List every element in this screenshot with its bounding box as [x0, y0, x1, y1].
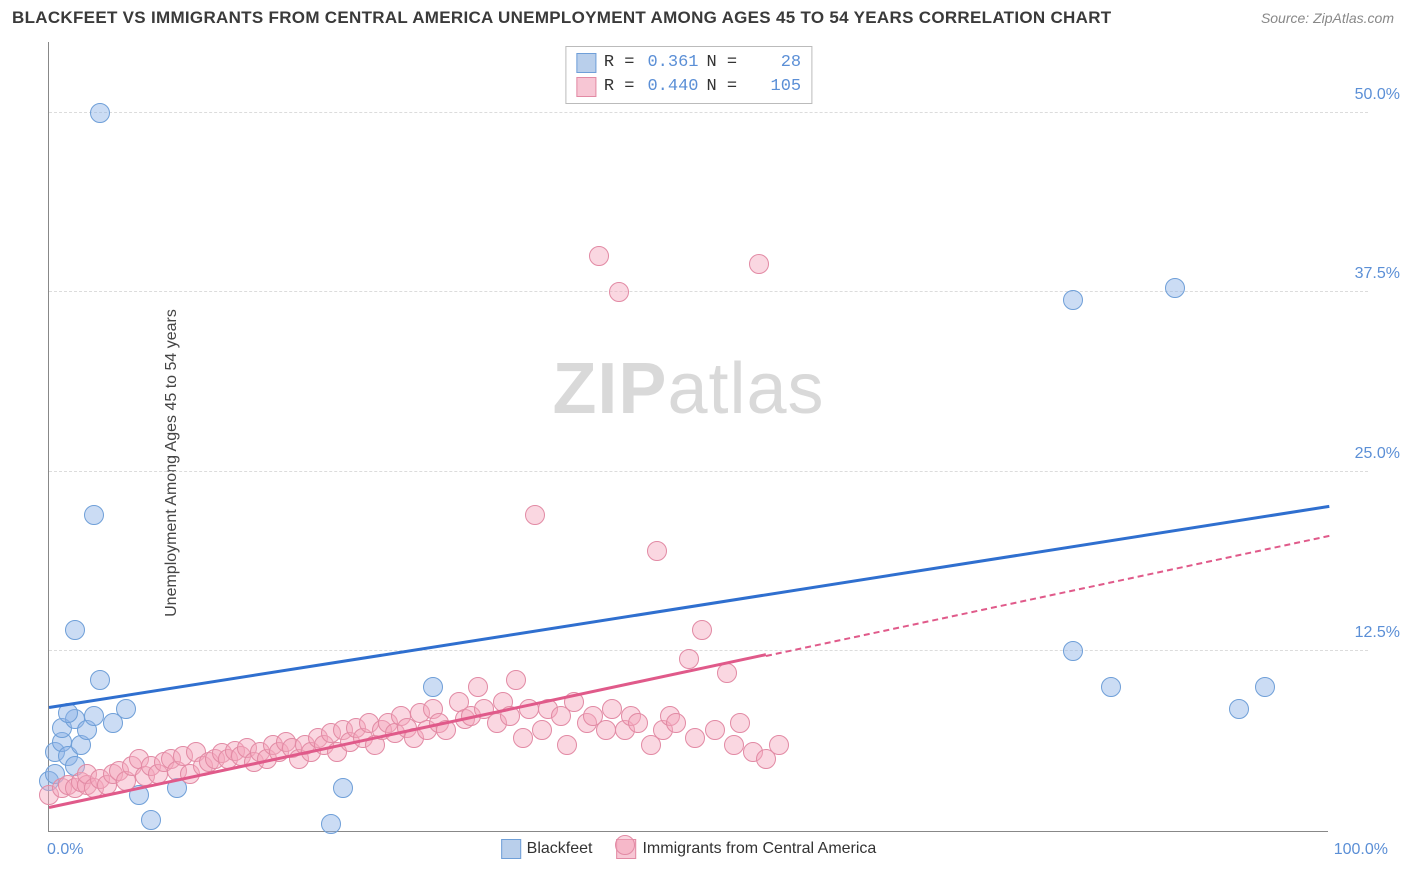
chart-title: BLACKFEET VS IMMIGRANTS FROM CENTRAL AME… — [12, 8, 1111, 28]
data-point-blackfeet — [423, 677, 443, 697]
data-point-cenam — [717, 663, 737, 683]
data-point-cenam — [769, 735, 789, 755]
watermark-atlas: atlas — [667, 349, 824, 429]
data-point-blackfeet — [321, 814, 341, 834]
data-point-blackfeet — [141, 810, 161, 830]
source-label: Source: ZipAtlas.com — [1261, 10, 1394, 26]
data-point-cenam — [666, 713, 686, 733]
data-point-cenam — [468, 677, 488, 697]
n-label: N = — [707, 51, 738, 75]
stats-row-blackfeet: R = 0.361 N = 28 — [576, 51, 801, 75]
watermark-zip: ZIP — [552, 349, 667, 429]
data-point-cenam — [589, 246, 609, 266]
swatch-cenam — [576, 77, 596, 97]
y-tick-label: 25.0% — [1355, 445, 1400, 463]
x-tick-min: 0.0% — [47, 841, 83, 859]
data-point-blackfeet — [90, 103, 110, 123]
trendline-cenam-extrapolated — [766, 535, 1330, 657]
data-point-blackfeet — [116, 699, 136, 719]
data-point-blackfeet — [1063, 641, 1083, 661]
bottom-legend: Blackfeet Immigrants from Central Americ… — [501, 839, 877, 859]
data-point-blackfeet — [1101, 677, 1121, 697]
legend-item-blackfeet: Blackfeet — [501, 839, 593, 859]
data-point-blackfeet — [1063, 290, 1083, 310]
watermark: ZIPatlas — [552, 348, 824, 430]
gridline — [49, 471, 1368, 472]
data-point-blackfeet — [1255, 677, 1275, 697]
stats-legend: R = 0.361 N = 28 R = 0.440 N = 105 — [565, 46, 812, 104]
data-point-cenam — [525, 505, 545, 525]
data-point-cenam — [602, 699, 622, 719]
x-tick-max: 100.0% — [1334, 841, 1388, 859]
r-value-blackfeet: 0.361 — [643, 51, 699, 75]
data-point-cenam — [557, 735, 577, 755]
header: BLACKFEET VS IMMIGRANTS FROM CENTRAL AME… — [12, 8, 1394, 28]
n-label: N = — [707, 75, 738, 99]
legend-label-blackfeet: Blackfeet — [527, 840, 593, 858]
data-point-cenam — [724, 735, 744, 755]
data-point-cenam — [692, 620, 712, 640]
r-label: R = — [604, 51, 635, 75]
data-point-cenam — [532, 720, 552, 740]
stats-row-cenam: R = 0.440 N = 105 — [576, 75, 801, 99]
data-point-cenam — [628, 713, 648, 733]
data-point-cenam — [615, 835, 635, 855]
y-tick-label: 12.5% — [1355, 624, 1400, 642]
trendline-blackfeet — [49, 505, 1329, 709]
gridline — [49, 112, 1368, 113]
data-point-blackfeet — [84, 505, 104, 525]
swatch-blackfeet — [576, 53, 596, 73]
plot-area: ZIPatlas R = 0.361 N = 28 R = 0.440 N = … — [48, 42, 1328, 832]
data-point-cenam — [596, 720, 616, 740]
data-point-cenam — [705, 720, 725, 740]
swatch-blackfeet — [501, 839, 521, 859]
data-point-cenam — [679, 649, 699, 669]
legend-label-cenam: Immigrants from Central America — [642, 840, 876, 858]
data-point-blackfeet — [1165, 278, 1185, 298]
n-value-blackfeet: 28 — [745, 51, 801, 75]
data-point-cenam — [513, 728, 533, 748]
gridline — [49, 650, 1368, 651]
data-point-blackfeet — [333, 778, 353, 798]
data-point-cenam — [749, 254, 769, 274]
data-point-blackfeet — [90, 670, 110, 690]
data-point-cenam — [647, 541, 667, 561]
y-tick-label: 50.0% — [1355, 86, 1400, 104]
legend-item-cenam: Immigrants from Central America — [616, 839, 876, 859]
n-value-cenam: 105 — [745, 75, 801, 99]
data-point-blackfeet — [1229, 699, 1249, 719]
data-point-cenam — [609, 282, 629, 302]
data-point-blackfeet — [84, 706, 104, 726]
data-point-cenam — [685, 728, 705, 748]
data-point-cenam — [506, 670, 526, 690]
data-point-blackfeet — [65, 620, 85, 640]
data-point-cenam — [730, 713, 750, 733]
r-value-cenam: 0.440 — [643, 75, 699, 99]
y-tick-label: 37.5% — [1355, 265, 1400, 283]
r-label: R = — [604, 75, 635, 99]
chart-container: Unemployment Among Ages 45 to 54 years Z… — [0, 34, 1406, 892]
